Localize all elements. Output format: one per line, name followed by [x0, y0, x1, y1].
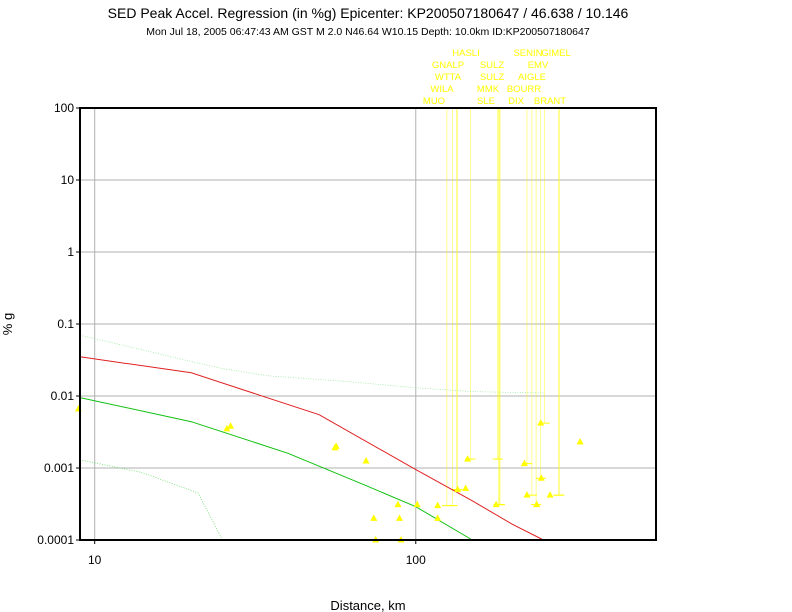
data-point	[434, 514, 442, 521]
data-point	[523, 491, 531, 498]
station-label: WTTA	[435, 72, 462, 83]
data-point	[362, 457, 370, 464]
station-label: DIX	[508, 96, 525, 107]
station-label: HASLI	[452, 48, 479, 59]
regression-curves	[79, 334, 544, 541]
data-point	[576, 437, 584, 445]
data-point	[546, 491, 554, 498]
data-point	[464, 455, 472, 462]
data-point	[332, 442, 340, 449]
data-point	[520, 459, 528, 467]
station-label: BOURR	[507, 84, 541, 95]
chart-title: SED Peak Accel. Regression (in %g) Epice…	[108, 5, 629, 21]
curve-envelope-upper	[79, 334, 544, 394]
data-point	[394, 500, 402, 508]
data-point	[454, 485, 462, 493]
station-label: SULZ	[480, 72, 504, 83]
data-point	[223, 424, 231, 432]
curve-lower	[79, 397, 473, 541]
station-label: SENIN	[513, 48, 542, 59]
data-point	[413, 500, 421, 508]
chart-subtitle: Mon Jul 18, 2005 06:47:43 AM GST M 2.0 N…	[146, 26, 590, 38]
station-label: GIMEL	[541, 48, 571, 59]
station-label: EMV	[528, 60, 549, 71]
data-point	[227, 422, 235, 429]
data-point	[434, 501, 442, 509]
station-label: BRANT	[534, 96, 566, 107]
plot-frame	[76, 107, 657, 544]
curve-upper	[79, 356, 544, 541]
station-markers: HASLIGNALPWTTAWILAMUOSULZSULZMMKSLESENIN…	[423, 48, 571, 507]
data-point	[396, 514, 404, 521]
station-label: WILA	[430, 84, 454, 95]
y-tick-label: 0.01	[51, 389, 75, 403]
data-point	[533, 500, 541, 508]
data-point	[370, 514, 378, 521]
tick-labels: 100 10 1 0.1 0.01 0.001 0.0001 10 100	[37, 101, 426, 567]
station-label: MUO	[423, 96, 445, 107]
station-label: GNALP	[432, 60, 464, 71]
y-tick-label: 1	[67, 245, 74, 259]
x-axis-label: Distance, km	[330, 598, 405, 612]
station-label: SLE	[477, 96, 495, 107]
data-point	[462, 484, 470, 491]
x-tick-label: 100	[406, 553, 426, 567]
data-point	[492, 500, 500, 508]
curve-envelope-lower	[79, 459, 223, 541]
station-label: MMK	[477, 84, 500, 95]
y-axis-label: % g	[0, 313, 15, 335]
y-tick-label: 0.001	[44, 461, 74, 475]
x-tick-label: 10	[88, 553, 102, 567]
grid-lines	[80, 107, 656, 541]
y-tick-label: 10	[61, 173, 75, 187]
data-point	[537, 419, 545, 426]
station-label: AIGLE	[518, 72, 546, 83]
station-label: SULZ	[480, 60, 504, 71]
data-point	[537, 474, 545, 481]
y-tick-label: 100	[54, 101, 74, 115]
y-tick-label: 0.0001	[37, 533, 74, 547]
y-tick-label: 0.1	[57, 317, 74, 331]
